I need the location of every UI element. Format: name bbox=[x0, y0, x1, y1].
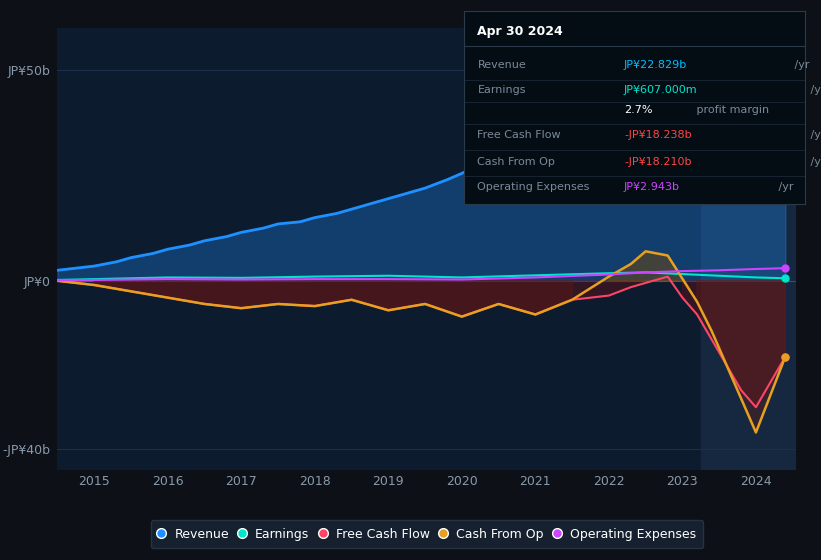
Text: JP¥22.829b: JP¥22.829b bbox=[624, 60, 687, 71]
Text: Operating Expenses: Operating Expenses bbox=[478, 182, 589, 192]
Legend: Revenue, Earnings, Free Cash Flow, Cash From Op, Operating Expenses: Revenue, Earnings, Free Cash Flow, Cash … bbox=[150, 520, 704, 548]
Text: /yr: /yr bbox=[807, 157, 821, 167]
Text: Cash From Op: Cash From Op bbox=[478, 157, 555, 167]
Text: Earnings: Earnings bbox=[478, 86, 526, 95]
Text: 2.7%: 2.7% bbox=[624, 105, 653, 115]
Text: profit margin: profit margin bbox=[693, 105, 769, 115]
Text: JP¥607.000m: JP¥607.000m bbox=[624, 86, 698, 95]
Text: /yr: /yr bbox=[774, 182, 793, 192]
Bar bbox=[701, 28, 796, 470]
Text: Revenue: Revenue bbox=[478, 60, 526, 71]
Text: /yr: /yr bbox=[791, 60, 810, 71]
Text: Free Cash Flow: Free Cash Flow bbox=[478, 130, 561, 140]
Text: /yr: /yr bbox=[807, 86, 821, 95]
Text: Apr 30 2024: Apr 30 2024 bbox=[478, 25, 563, 38]
Text: /yr: /yr bbox=[807, 130, 821, 140]
Text: -JP¥18.238b: -JP¥18.238b bbox=[624, 130, 691, 140]
Text: -JP¥18.210b: -JP¥18.210b bbox=[624, 157, 691, 167]
Text: JP¥2.943b: JP¥2.943b bbox=[624, 182, 680, 192]
